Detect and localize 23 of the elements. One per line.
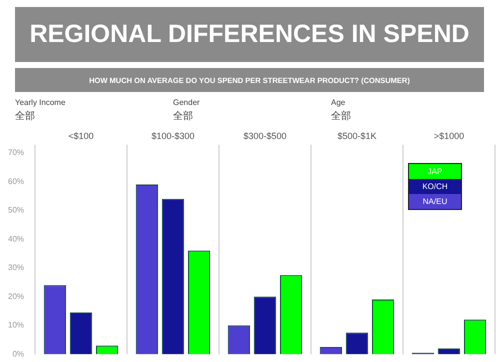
- y-tick-label: 50%: [8, 206, 24, 215]
- text: 全部: [173, 110, 194, 123]
- text: Yearly Income: [15, 98, 66, 107]
- x-tick-label: $100-$300: [151, 130, 195, 141]
- x-tick-label: >$1000: [434, 130, 464, 141]
- x-tick-label: $500-$1K: [337, 130, 377, 141]
- x-tick-label: $300-$500: [243, 130, 287, 141]
- text: 全部: [15, 110, 36, 123]
- y-tick-label: 0%: [12, 349, 24, 358]
- text: Gender: [173, 98, 200, 107]
- chart-title: REGIONAL DIFFERENCES IN SPEND: [15, 7, 484, 62]
- y-tick-label: 10%: [8, 320, 24, 330]
- y-tick-label: 30%: [8, 263, 24, 272]
- y-tick-label: 70%: [8, 148, 24, 158]
- text: KO/CH: [409, 179, 461, 194]
- text: NA/EU: [409, 194, 461, 209]
- y-tick-label: 20%: [8, 292, 24, 301]
- text: 全部: [331, 110, 351, 123]
- text: Age: [331, 98, 346, 107]
- text: JAP: [409, 164, 461, 179]
- y-tick-label: 60%: [8, 176, 24, 186]
- y-tick-label: 40%: [8, 234, 24, 244]
- x-tick-label: <$100: [68, 130, 94, 141]
